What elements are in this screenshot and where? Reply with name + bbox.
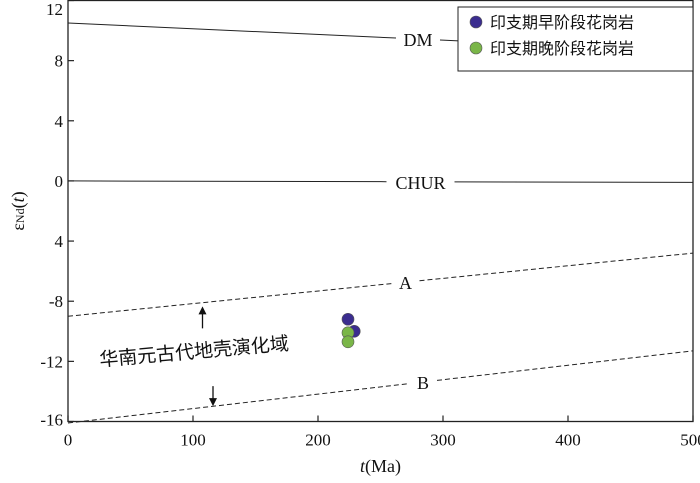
region-annotation: 华南元古代地壳演化域 [99, 306, 290, 407]
reference-line-label-dm: DM [403, 30, 432, 50]
legend-marker-late [469, 41, 483, 55]
reference-line-a [419, 252, 694, 282]
reference-line-chur [67, 180, 387, 183]
reference-line-label-a: A [399, 273, 412, 293]
x-axis: 0 100 200 300 400 500 [64, 415, 700, 450]
reference-line-b [436, 350, 694, 381]
legend-label-early: 印支期早阶段花岗岩 [490, 13, 634, 32]
x-tick-label: 200 [305, 431, 331, 450]
region-label: 华南元古代地壳演化域 [99, 333, 290, 371]
legend-label-late: 印支期晚阶段花岗岩 [490, 39, 634, 58]
legend: 印支期早阶段花岗岩 印支期晚阶段花岗岩 [457, 6, 694, 72]
x-tick-label: 500 [680, 431, 700, 450]
x-tick-label: 400 [555, 431, 581, 450]
x-tick-label: 100 [180, 431, 206, 450]
y-axis: 12 8 4 0 4 -8 -12 -16 [40, 0, 74, 430]
legend-marker-early [469, 15, 483, 29]
reference-line-label-b: B [417, 373, 429, 393]
y-tick-label: 4 [55, 232, 64, 251]
y-tick-label: 4 [55, 112, 64, 131]
x-tick-label: 0 [64, 431, 73, 450]
y-tick-label: 12 [46, 0, 63, 19]
reference-line-b [67, 383, 410, 424]
reference-line-labels: DM CHUR A B [395, 30, 445, 393]
reference-line-a [67, 283, 392, 317]
plot-frame [67, 0, 694, 423]
y-tick-label: 8 [55, 52, 64, 71]
reference-line-label-chur: CHUR [395, 173, 445, 193]
y-axis-title: εNd(t) [8, 191, 29, 230]
data-points [341, 312, 361, 349]
y-tick-label: 0 [55, 172, 64, 191]
y-tick-label: -12 [40, 352, 63, 371]
reference-line-dm [67, 22, 397, 39]
x-tick-label: 300 [430, 431, 456, 450]
reference-line-chur [454, 181, 694, 183]
x-axis-title: t(Ma) [360, 456, 401, 477]
data-point-late [341, 335, 355, 349]
legend-box [457, 6, 694, 72]
y-tick-label: -16 [40, 411, 63, 430]
y-tick-label: -8 [49, 292, 63, 311]
data-point-early [341, 312, 355, 326]
